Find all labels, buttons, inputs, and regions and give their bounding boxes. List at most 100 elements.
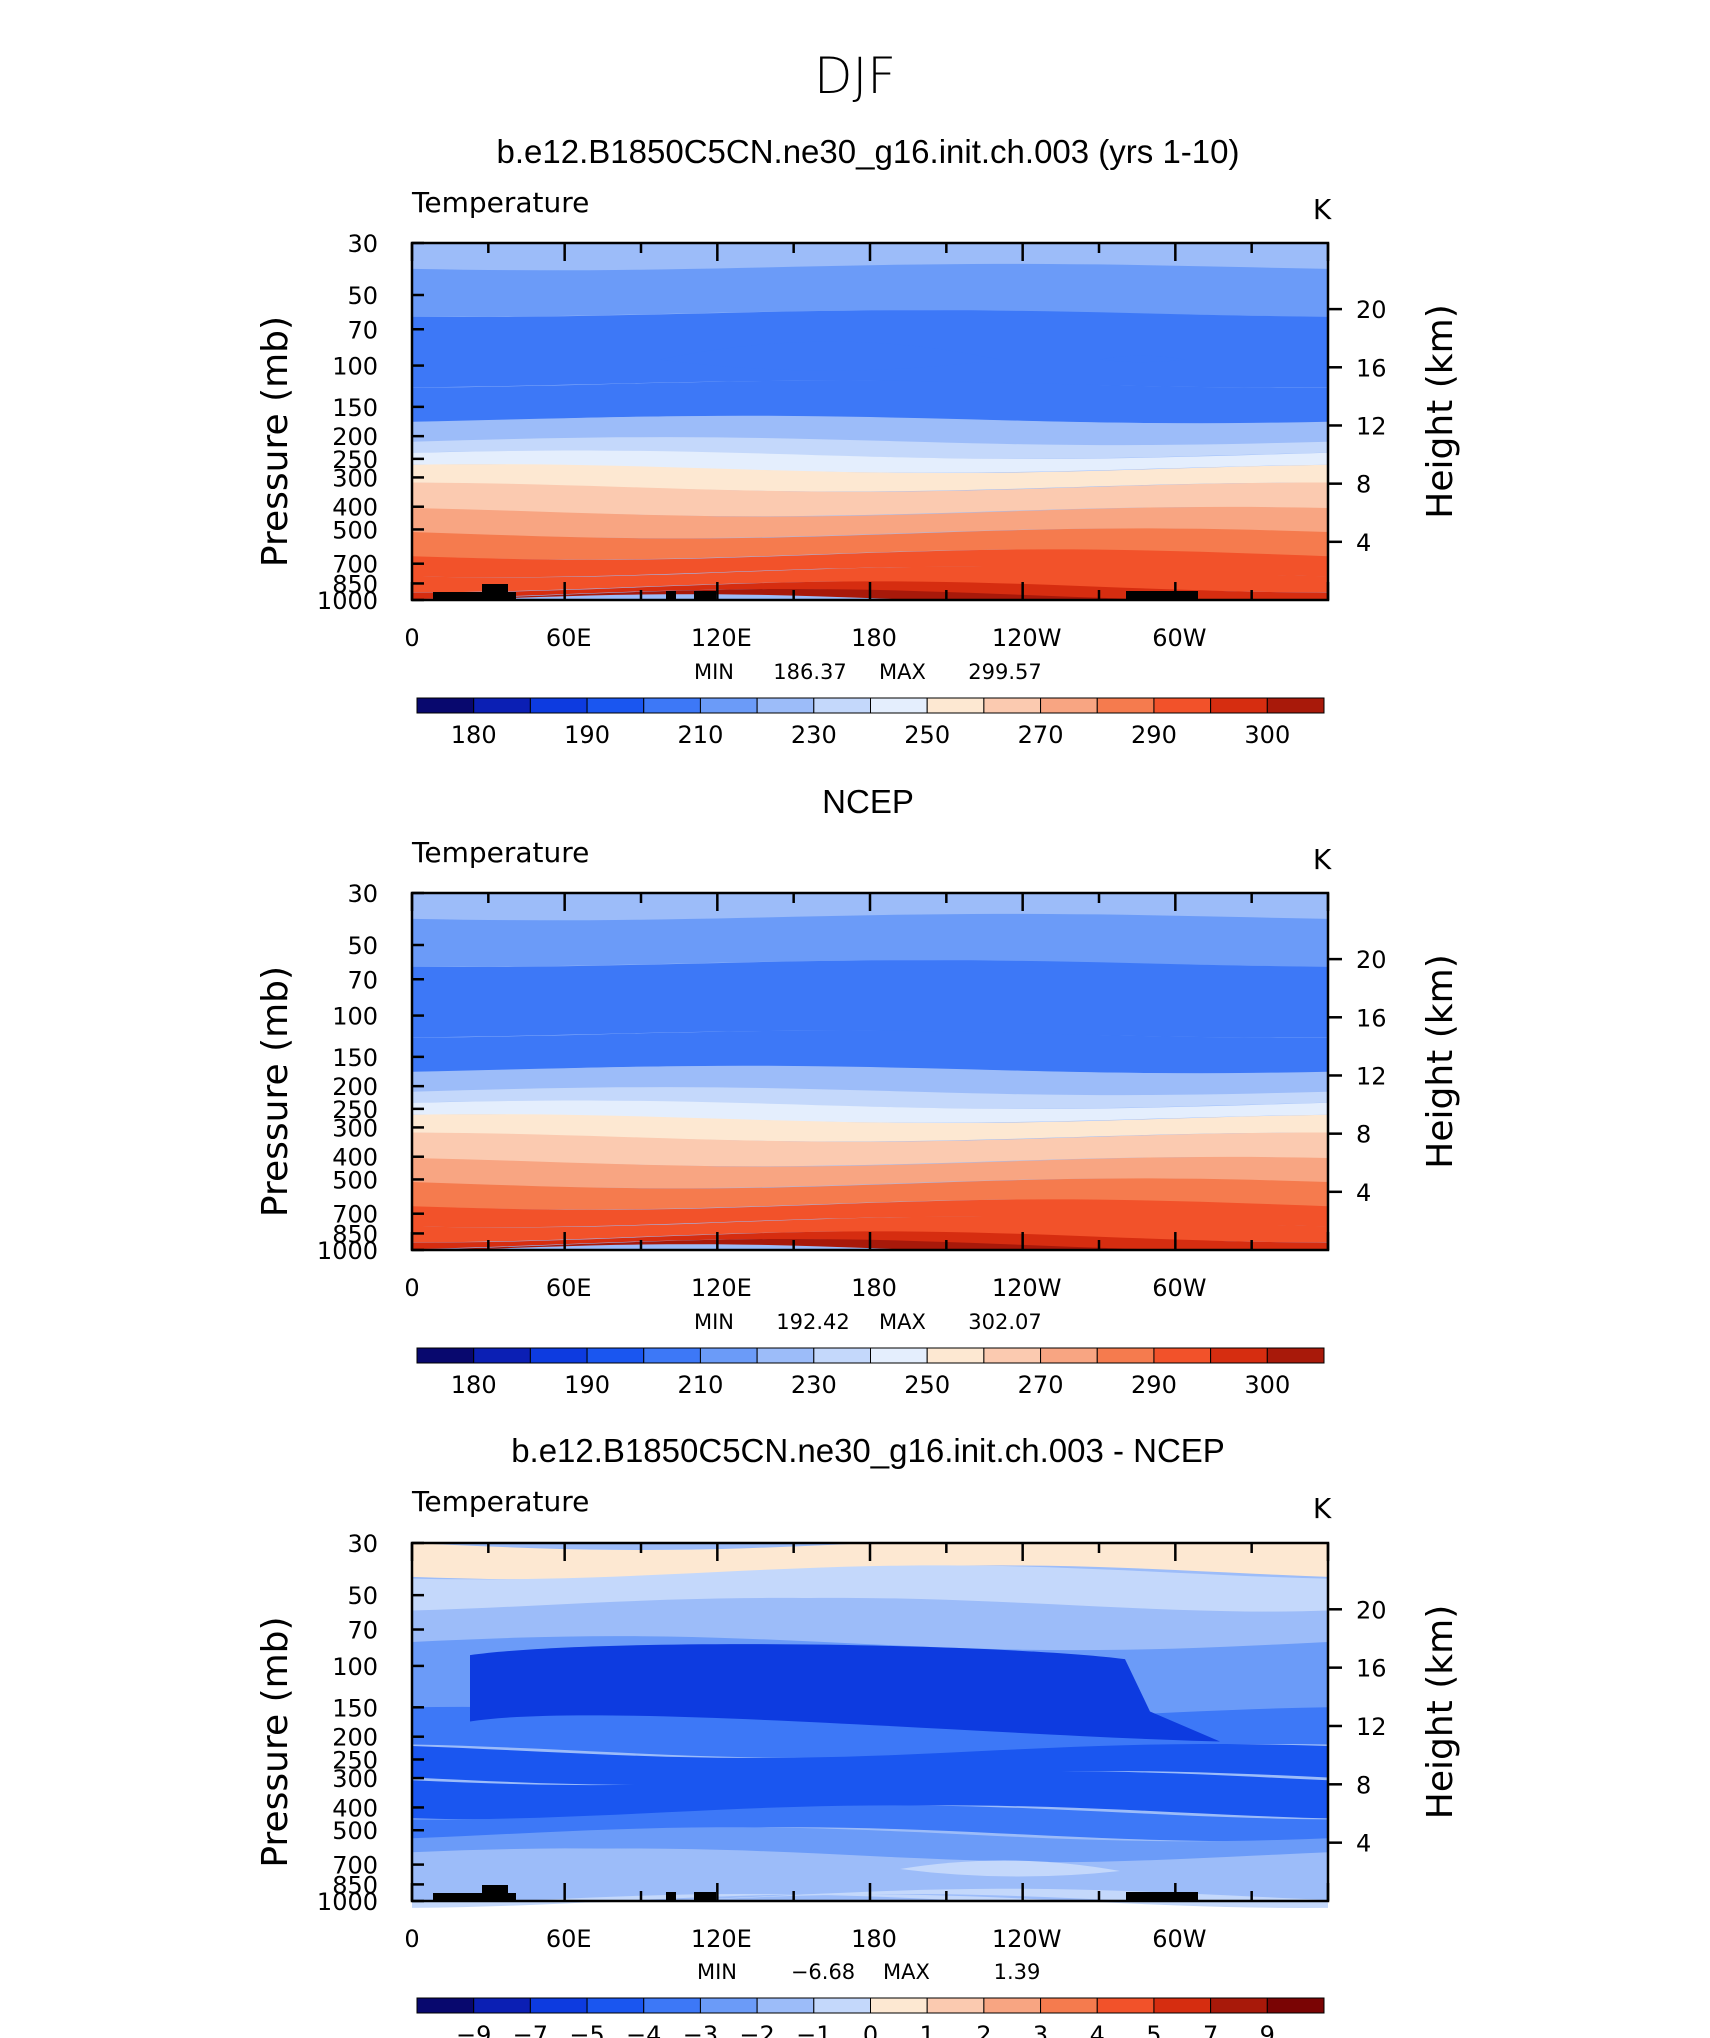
colorbar-swatch: [643, 697, 701, 714]
colorbar-swatch: [983, 697, 1042, 714]
panel-model-colorbar: 180 190 210 230 250 270 290 300: [416, 697, 1325, 749]
cold-core-contour: [1100, 355, 1185, 363]
topography-mask: [1126, 1892, 1198, 1901]
contour-band: [412, 263, 1328, 317]
panel-model-variable-label: Temperature: [411, 186, 589, 219]
colorbar-label: −7: [513, 2021, 548, 2038]
contour-band: [412, 1132, 1328, 1167]
y-tick-label: 400: [332, 1794, 378, 1822]
x-tick-label: 60E: [546, 624, 592, 652]
panel-ncep-max-value: 302.07: [968, 1310, 1041, 1334]
colorbar-swatch: [416, 1347, 475, 1364]
topography-mask: [482, 1885, 508, 1901]
y-right-tick-label: 8: [1356, 1771, 1371, 1799]
colorbar-label: 0: [863, 2021, 878, 2038]
colorbar-swatch: [473, 1997, 531, 2014]
x-tick-label: 180: [851, 1925, 897, 1953]
colorbar-swatch: [1153, 697, 1212, 714]
topography-mask: [666, 1892, 676, 1901]
x-tick-label: 0: [404, 1274, 419, 1302]
x-tick-label: 120E: [691, 624, 752, 652]
colorbar-swatch: [756, 1997, 815, 2014]
colorbar-swatch: [983, 1347, 1042, 1364]
x-tick-label: 120W: [992, 1274, 1062, 1302]
colorbar-label: 190: [564, 1371, 610, 1399]
figure-title: DJF: [814, 47, 896, 105]
colorbar-swatch: [586, 1347, 645, 1364]
y-right-tick-label: 12: [1356, 1062, 1387, 1090]
y-tick-label: 700: [332, 1201, 378, 1229]
y-right-tick-label: 4: [1356, 1179, 1371, 1207]
panel-model-title: b.e12.B1850C5CN.ne30_g16.init.ch.003 (yr…: [497, 133, 1240, 170]
y-right-tick-label: 16: [1356, 354, 1387, 382]
colorbar-swatch: [643, 1347, 701, 1364]
y-right-tick-label: 20: [1356, 296, 1387, 324]
panel-model-plot: 0 60E 120E 180 120W 60W3050701001502002503004…: [255, 230, 1461, 652]
contour-band: [412, 913, 1328, 967]
topography-mask: [482, 584, 508, 600]
contour-band: [412, 1100, 1328, 1123]
topography-mask: [508, 592, 516, 600]
panel-model: b.e12.B1850C5CN.ne30_g16.init.ch.003 (yr…: [255, 133, 1461, 749]
y-tick-label: 100: [332, 1653, 378, 1681]
x-tick-label: 60W: [1152, 1925, 1206, 1953]
colorbar-swatch: [1153, 1347, 1212, 1364]
topography-mask: [694, 1892, 716, 1901]
colorbar-swatch: [870, 1997, 928, 2014]
x-tick-label: 0: [404, 1925, 419, 1953]
panel-model-min-label: MIN: [694, 660, 734, 684]
y-tick-label: 150: [332, 1044, 378, 1072]
colorbar-swatch: [416, 697, 475, 714]
colorbar-swatch: [529, 1997, 588, 2014]
panel-ncep-min-value: 192.42: [776, 1310, 849, 1334]
topography-mask: [694, 591, 716, 600]
contour-band: [412, 464, 1328, 492]
panel-ncep: NCEP Temperature K 0 60E 120E 180 120W 60W 30 5…: [255, 783, 1461, 1399]
colorbar-swatch: [1096, 1997, 1155, 2014]
topography-mask: [433, 592, 482, 600]
panel-difference-variable-label: Temperature: [411, 1485, 589, 1518]
colorbar-swatch: [756, 1347, 815, 1364]
colorbar-label: 300: [1244, 1371, 1290, 1399]
x-tick-label: 60W: [1152, 624, 1206, 652]
colorbar-swatch: [813, 1347, 871, 1364]
y-tick-label: 1000: [317, 1888, 378, 1916]
colorbar-label: 180: [451, 721, 497, 749]
colorbar-swatch: [1266, 697, 1325, 714]
y-tick-label: 1000: [317, 1237, 378, 1265]
colorbar-label: −9: [456, 2021, 491, 2038]
panel-ncep-min-label: MIN: [694, 1310, 734, 1334]
y-tick-label: 250: [332, 1096, 378, 1124]
colorbar-label: 210: [678, 1371, 724, 1399]
y-tick-label: 400: [332, 494, 378, 522]
colorbar-swatch: [756, 697, 815, 714]
panel-model-max-label: MAX: [879, 660, 926, 684]
y-tick-label: 500: [332, 1817, 378, 1845]
x-tick-label: 180: [851, 624, 897, 652]
y-right-tick-label: 20: [1356, 1596, 1387, 1624]
colorbar-swatch: [473, 697, 531, 714]
contour-band: [412, 437, 1328, 459]
panel-ncep-max-label: MAX: [879, 1310, 926, 1334]
colorbar-label: 180: [451, 1371, 497, 1399]
y-tick-label: 30: [347, 230, 378, 258]
y-tick-label: 700: [332, 551, 378, 579]
contour-band: [412, 1805, 1328, 1842]
y-right-tick-label: 8: [1356, 471, 1371, 499]
colorbar-label: 2: [976, 2021, 991, 2038]
x-tick-label: 120W: [992, 1925, 1062, 1953]
colorbar-swatch: [1210, 697, 1268, 714]
colorbar-swatch: [1266, 1347, 1325, 1364]
topography-mask: [433, 1893, 482, 1901]
y-tick-label: 250: [332, 446, 378, 474]
panel-difference-max-value: 1.39: [994, 1960, 1041, 1984]
y-right-tick-label: 20: [1356, 946, 1387, 974]
contour-band: [412, 1771, 1328, 1820]
colorbar-swatch: [586, 1997, 645, 2014]
colorbar-swatch: [926, 1997, 985, 2014]
colorbar-swatch: [1096, 1347, 1155, 1364]
panel-difference: b.e12.B1850C5CN.ne30_g16.init.ch.003 - N…: [255, 1432, 1461, 2038]
colorbar-swatch: [926, 1347, 985, 1364]
y-tick-label: 150: [332, 1694, 378, 1722]
colorbar-label: 270: [1018, 721, 1064, 749]
